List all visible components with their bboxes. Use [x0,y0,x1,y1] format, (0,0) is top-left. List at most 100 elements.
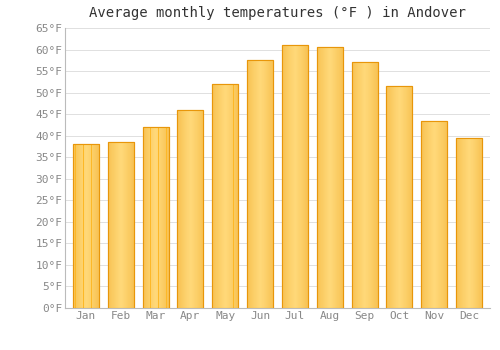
Bar [322,47,323,308]
Bar [353,62,354,308]
Bar [480,138,481,308]
Bar [472,138,473,308]
Bar [360,62,361,308]
Bar [178,110,179,308]
Bar [444,121,445,308]
Bar [358,62,359,308]
Bar [409,86,410,308]
Bar [128,142,129,308]
Bar [433,121,434,308]
Bar [193,110,194,308]
Bar [369,62,370,308]
Bar [282,45,283,308]
Bar [123,142,124,308]
Bar [230,84,231,308]
Bar [325,47,326,308]
Bar [326,47,327,308]
Bar [430,121,431,308]
Bar [254,60,255,308]
Bar [155,127,156,308]
Bar [220,84,221,308]
Bar [228,84,229,308]
Bar [191,110,192,308]
Bar [76,144,77,308]
Bar [79,144,80,308]
Bar [196,110,197,308]
Bar [395,86,396,308]
Bar [333,47,334,308]
Bar [367,62,368,308]
Bar [456,138,457,308]
Bar [468,138,469,308]
Bar [212,84,238,308]
Bar [364,62,365,308]
Bar [288,45,289,308]
Bar [126,142,127,308]
Bar [225,84,226,308]
Bar [238,84,239,308]
Bar [218,84,219,308]
Bar [258,60,260,308]
Bar [392,86,393,308]
Bar [456,138,482,308]
Bar [284,45,285,308]
Bar [357,62,358,308]
Bar [426,121,427,308]
Bar [296,45,297,308]
Bar [427,121,428,308]
Bar [97,144,98,308]
Bar [89,144,90,308]
Bar [387,86,388,308]
Bar [260,60,261,308]
Bar [86,144,87,308]
Bar [235,84,236,308]
Bar [391,86,392,308]
Bar [334,47,335,308]
Bar [84,144,85,308]
Bar [287,45,288,308]
Bar [178,110,204,308]
Bar [421,121,422,308]
Bar [478,138,479,308]
Bar [439,121,440,308]
Bar [303,45,304,308]
Bar [217,84,218,308]
Bar [195,110,196,308]
Bar [262,60,263,308]
Bar [236,84,237,308]
Bar [142,127,169,308]
Bar [78,144,79,308]
Bar [229,84,230,308]
Bar [459,138,460,308]
Bar [154,127,155,308]
Bar [190,110,191,308]
Bar [187,110,188,308]
Bar [411,86,412,308]
Bar [428,121,429,308]
Bar [338,47,339,308]
Bar [88,144,89,308]
Bar [352,62,378,308]
Bar [162,127,163,308]
Bar [356,62,357,308]
Bar [233,84,234,308]
Bar [81,144,82,308]
Bar [194,110,195,308]
Bar [183,110,184,308]
Bar [130,142,131,308]
Bar [305,45,306,308]
Bar [404,86,405,308]
Bar [321,47,322,308]
Bar [456,138,482,308]
Bar [129,142,130,308]
Bar [397,86,398,308]
Bar [272,60,273,308]
Bar [298,45,299,308]
Bar [120,142,121,308]
Bar [251,60,252,308]
Bar [446,121,447,308]
Bar [337,47,338,308]
Bar [471,138,472,308]
Bar [215,84,216,308]
Bar [161,127,162,308]
